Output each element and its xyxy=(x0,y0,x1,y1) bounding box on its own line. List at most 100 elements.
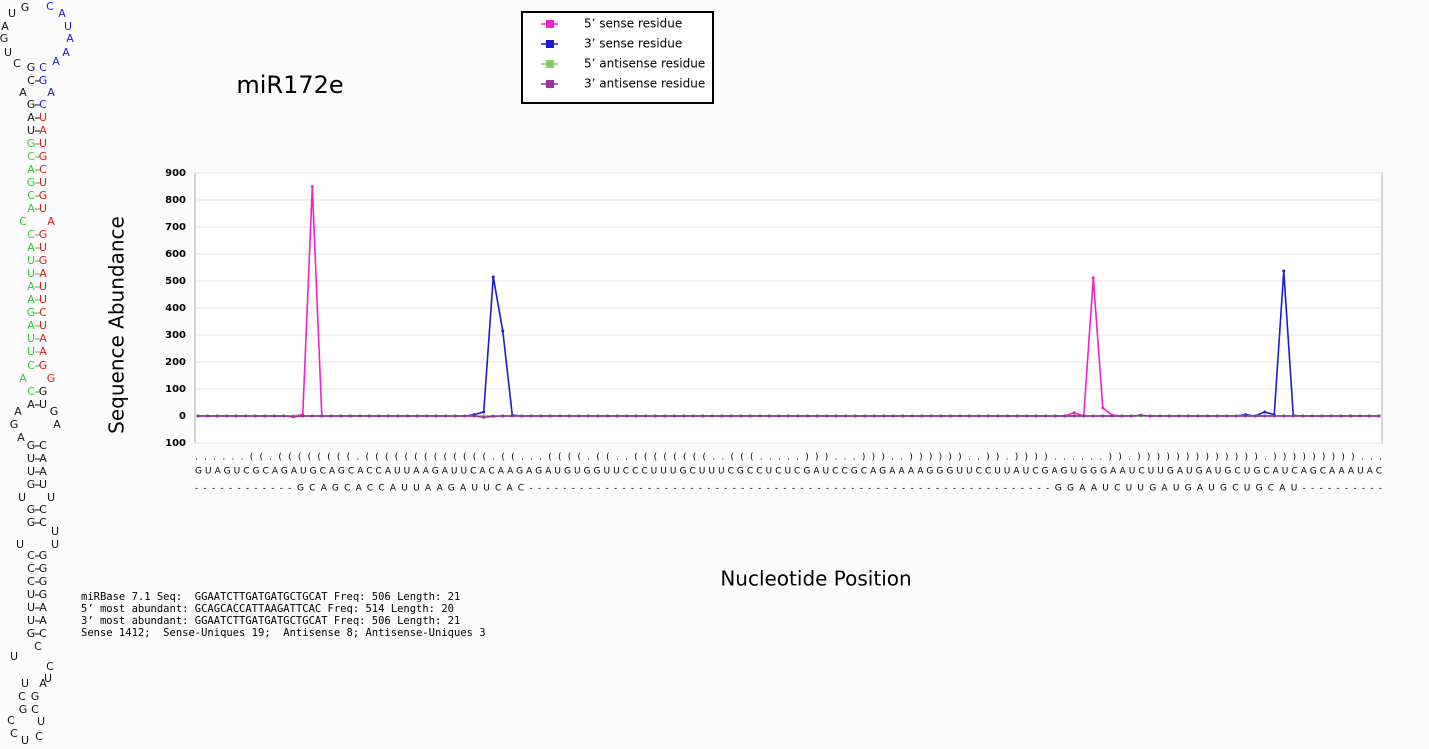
data-point xyxy=(1158,414,1162,418)
nucleotide: C xyxy=(39,163,47,176)
nucleotide: A xyxy=(39,677,47,690)
nucleotide: A xyxy=(17,431,25,444)
data-point xyxy=(987,414,991,418)
data-point xyxy=(272,414,276,418)
data-point xyxy=(939,414,943,418)
nucleotide: A xyxy=(1,20,9,33)
data-point xyxy=(1129,414,1133,418)
nucleotide: U xyxy=(39,478,47,491)
x-axis-label: Nucleotide Position xyxy=(720,567,911,591)
nucleotide: G xyxy=(39,359,48,372)
chart-title: miR172e xyxy=(236,71,343,99)
nucleotide: G xyxy=(19,703,28,716)
data-point xyxy=(720,414,724,418)
y-tick-label: 100 xyxy=(165,384,186,395)
data-point xyxy=(1272,414,1276,418)
nucleotide: A xyxy=(58,7,66,20)
nucleotide: G xyxy=(39,385,48,398)
data-point xyxy=(310,414,314,418)
data-point xyxy=(367,414,371,418)
nucleotide: G xyxy=(31,690,40,703)
nucleotide: U xyxy=(8,7,16,20)
data-point xyxy=(301,414,305,418)
data-point xyxy=(396,414,400,418)
nucleotide: G xyxy=(27,61,36,74)
nucleotide: C xyxy=(46,0,54,13)
data-point xyxy=(1263,410,1267,414)
data-point xyxy=(1167,414,1171,418)
nucleotide: U xyxy=(21,677,29,690)
nucleotide: A xyxy=(39,614,47,627)
nucleotide: G xyxy=(27,627,36,640)
nucleotide: G xyxy=(27,503,36,516)
nucleotide: G xyxy=(27,98,36,111)
legend-label: 3’ sense residue xyxy=(584,37,682,51)
nucleotide: G xyxy=(27,478,36,491)
legend-label: 5’ antisense residue xyxy=(584,57,705,71)
data-point xyxy=(1301,414,1305,418)
data-point xyxy=(1206,414,1210,418)
data-point xyxy=(948,414,952,418)
data-point xyxy=(1320,414,1324,418)
data-point xyxy=(244,414,248,418)
data-point xyxy=(1196,414,1200,418)
y-tick-label: 100 xyxy=(165,438,186,449)
legend-label: 5’ sense residue xyxy=(584,17,682,31)
nucleotide: G xyxy=(39,189,48,202)
nucleotide: C xyxy=(7,714,15,727)
nucleotide: G xyxy=(27,516,36,529)
data-point xyxy=(1282,269,1286,273)
nucleotide: U xyxy=(37,715,45,728)
sequence-row: ......((.((((((((.(((((((((((((.((...(((… xyxy=(195,453,1382,463)
legend-marker xyxy=(546,40,554,48)
data-point xyxy=(529,414,533,418)
data-point xyxy=(1291,414,1295,418)
data-point xyxy=(196,414,200,418)
data-point xyxy=(1148,414,1152,418)
data-point xyxy=(1177,414,1181,418)
nucleotide: C xyxy=(27,150,35,163)
data-point xyxy=(539,414,543,418)
data-point xyxy=(834,414,838,418)
data-point xyxy=(882,414,886,418)
data-point xyxy=(215,414,219,418)
data-point xyxy=(1091,414,1095,418)
data-point xyxy=(320,414,324,418)
data-point xyxy=(501,414,505,418)
y-tick-label: 400 xyxy=(165,303,186,314)
data-point xyxy=(234,414,238,418)
data-point xyxy=(863,414,867,418)
legend-marker xyxy=(546,60,554,68)
data-point xyxy=(777,414,781,418)
data-point xyxy=(377,414,381,418)
data-point xyxy=(482,410,486,414)
data-point xyxy=(586,414,590,418)
data-point xyxy=(444,414,448,418)
data-point xyxy=(425,414,429,418)
nucleotide: U xyxy=(16,538,24,551)
y-tick-label: 800 xyxy=(165,195,186,206)
nucleotide: U xyxy=(39,111,47,124)
nucleotide: C xyxy=(18,690,26,703)
data-point xyxy=(291,415,295,419)
data-point xyxy=(691,414,695,418)
nucleotide: C xyxy=(27,189,35,202)
nucleotide: G xyxy=(39,588,48,601)
y-axis-label: Sequence Abundance xyxy=(105,216,129,434)
data-point xyxy=(672,414,676,418)
nucleotide: U xyxy=(39,241,47,254)
data-point xyxy=(748,414,752,418)
data-point xyxy=(1053,414,1057,418)
data-point xyxy=(596,414,600,418)
nucleotide: U xyxy=(10,650,18,663)
nucleotide: C xyxy=(39,61,47,74)
data-point xyxy=(615,414,619,418)
nucleotide: U xyxy=(44,672,52,685)
nucleotide: G xyxy=(39,150,48,163)
nucleotide: A xyxy=(27,241,35,254)
nucleotide: U xyxy=(27,452,35,465)
data-point xyxy=(434,414,438,418)
data-point xyxy=(1187,414,1191,418)
data-point xyxy=(1120,414,1124,418)
data-point xyxy=(606,414,610,418)
